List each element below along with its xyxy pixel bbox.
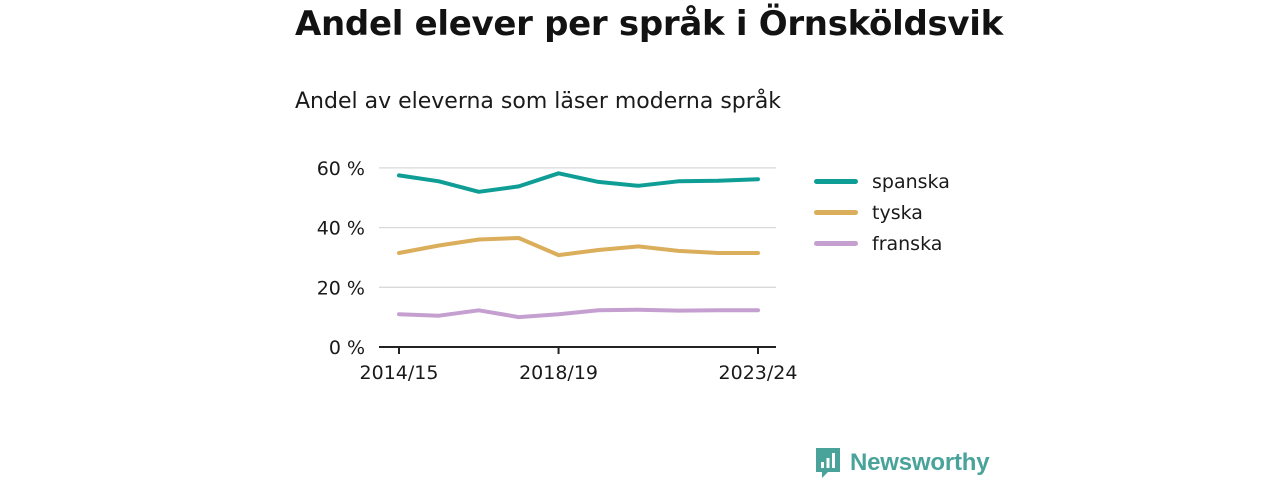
y-tick-label: 0 %	[329, 337, 365, 359]
legend-swatch	[814, 241, 858, 246]
chart-subtitle: Andel av eleverna som läser moderna språ…	[295, 89, 782, 114]
brand-name: Newsworthy	[850, 449, 990, 476]
legend-swatch	[814, 179, 858, 184]
legend-item-tyska: tyska	[814, 197, 950, 228]
legend-item-spanska: spanska	[814, 166, 950, 197]
x-tick-label: 2014/15	[360, 362, 439, 384]
series-line-spanska	[397, 171, 760, 194]
legend-swatch	[814, 210, 858, 215]
series-line-tyska	[397, 236, 760, 258]
chart-legend: spanska tyska franska	[814, 166, 950, 259]
newsworthy-logo: Newsworthy	[814, 446, 990, 480]
y-tick-label: 60 %	[317, 158, 365, 180]
legend-label: spanska	[872, 170, 950, 193]
x-tick-label: 2023/24	[719, 362, 798, 384]
y-tick-label: 20 %	[317, 277, 365, 299]
legend-label: franska	[872, 232, 943, 255]
chart-title: Andel elever per språk i Örnsköldsvik	[295, 4, 1003, 44]
series-line-franska	[397, 307, 760, 320]
bar-chart-speech-bubble-icon	[816, 448, 840, 478]
y-tick-label: 40 %	[317, 218, 365, 240]
x-tick-label: 2018/19	[519, 362, 598, 384]
legend-label: tyska	[872, 201, 923, 224]
legend-item-franska: franska	[814, 228, 950, 259]
